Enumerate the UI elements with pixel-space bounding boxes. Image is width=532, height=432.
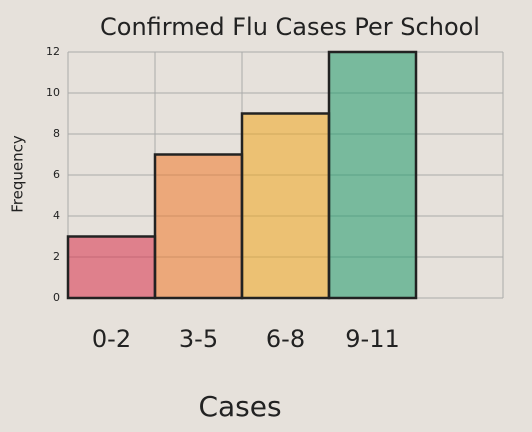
x-tick-label: 9-11 [345,325,399,353]
bar [240,112,331,300]
bar [66,235,157,300]
x-axis-label: Cases [198,390,281,423]
bar [153,153,244,300]
y-tick-label: 0 [53,291,60,304]
y-tick-label: 12 [46,45,60,58]
y-tick-label: 10 [46,86,60,99]
x-tick-label: 3-5 [179,325,218,353]
y-tick-label: 4 [53,209,60,222]
chart-title: Confirmed Flu Cases Per School [100,13,480,41]
y-tick-label: 8 [53,127,60,140]
y-axis-label: Frequency [9,135,27,213]
bar [327,50,418,300]
x-tick-label: 0-2 [92,325,131,353]
y-tick-label: 2 [53,250,60,263]
y-tick-label: 6 [53,168,60,181]
x-tick-label: 6-8 [266,325,305,353]
